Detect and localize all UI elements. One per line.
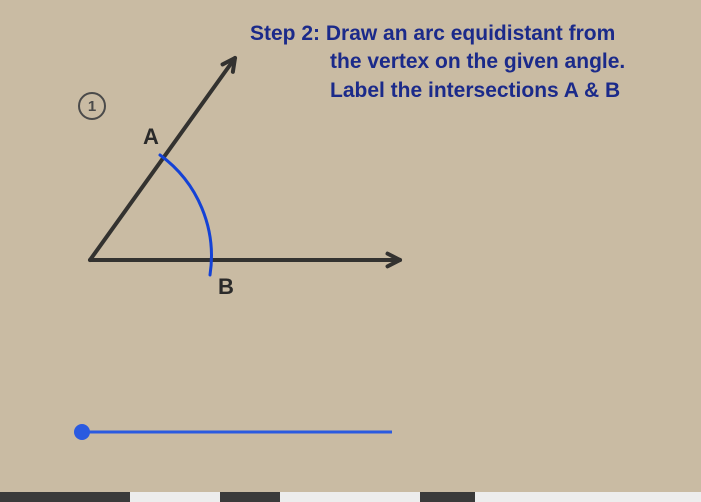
bottom-strip-segment: [220, 492, 280, 502]
bottom-strip-segment: [280, 492, 420, 502]
geometry-svg: [0, 0, 701, 502]
bottom-strip: [0, 492, 701, 502]
diagram-canvas: Step 2: Draw an arc equidistant from the…: [0, 0, 701, 502]
point-label-a: A: [143, 124, 159, 150]
bottom-strip-segment: [475, 492, 701, 502]
point-label-b: B: [218, 274, 234, 300]
bottom-strip-segment: [130, 492, 220, 502]
bottom-strip-segment: [0, 492, 130, 502]
bottom-strip-segment: [420, 492, 475, 502]
